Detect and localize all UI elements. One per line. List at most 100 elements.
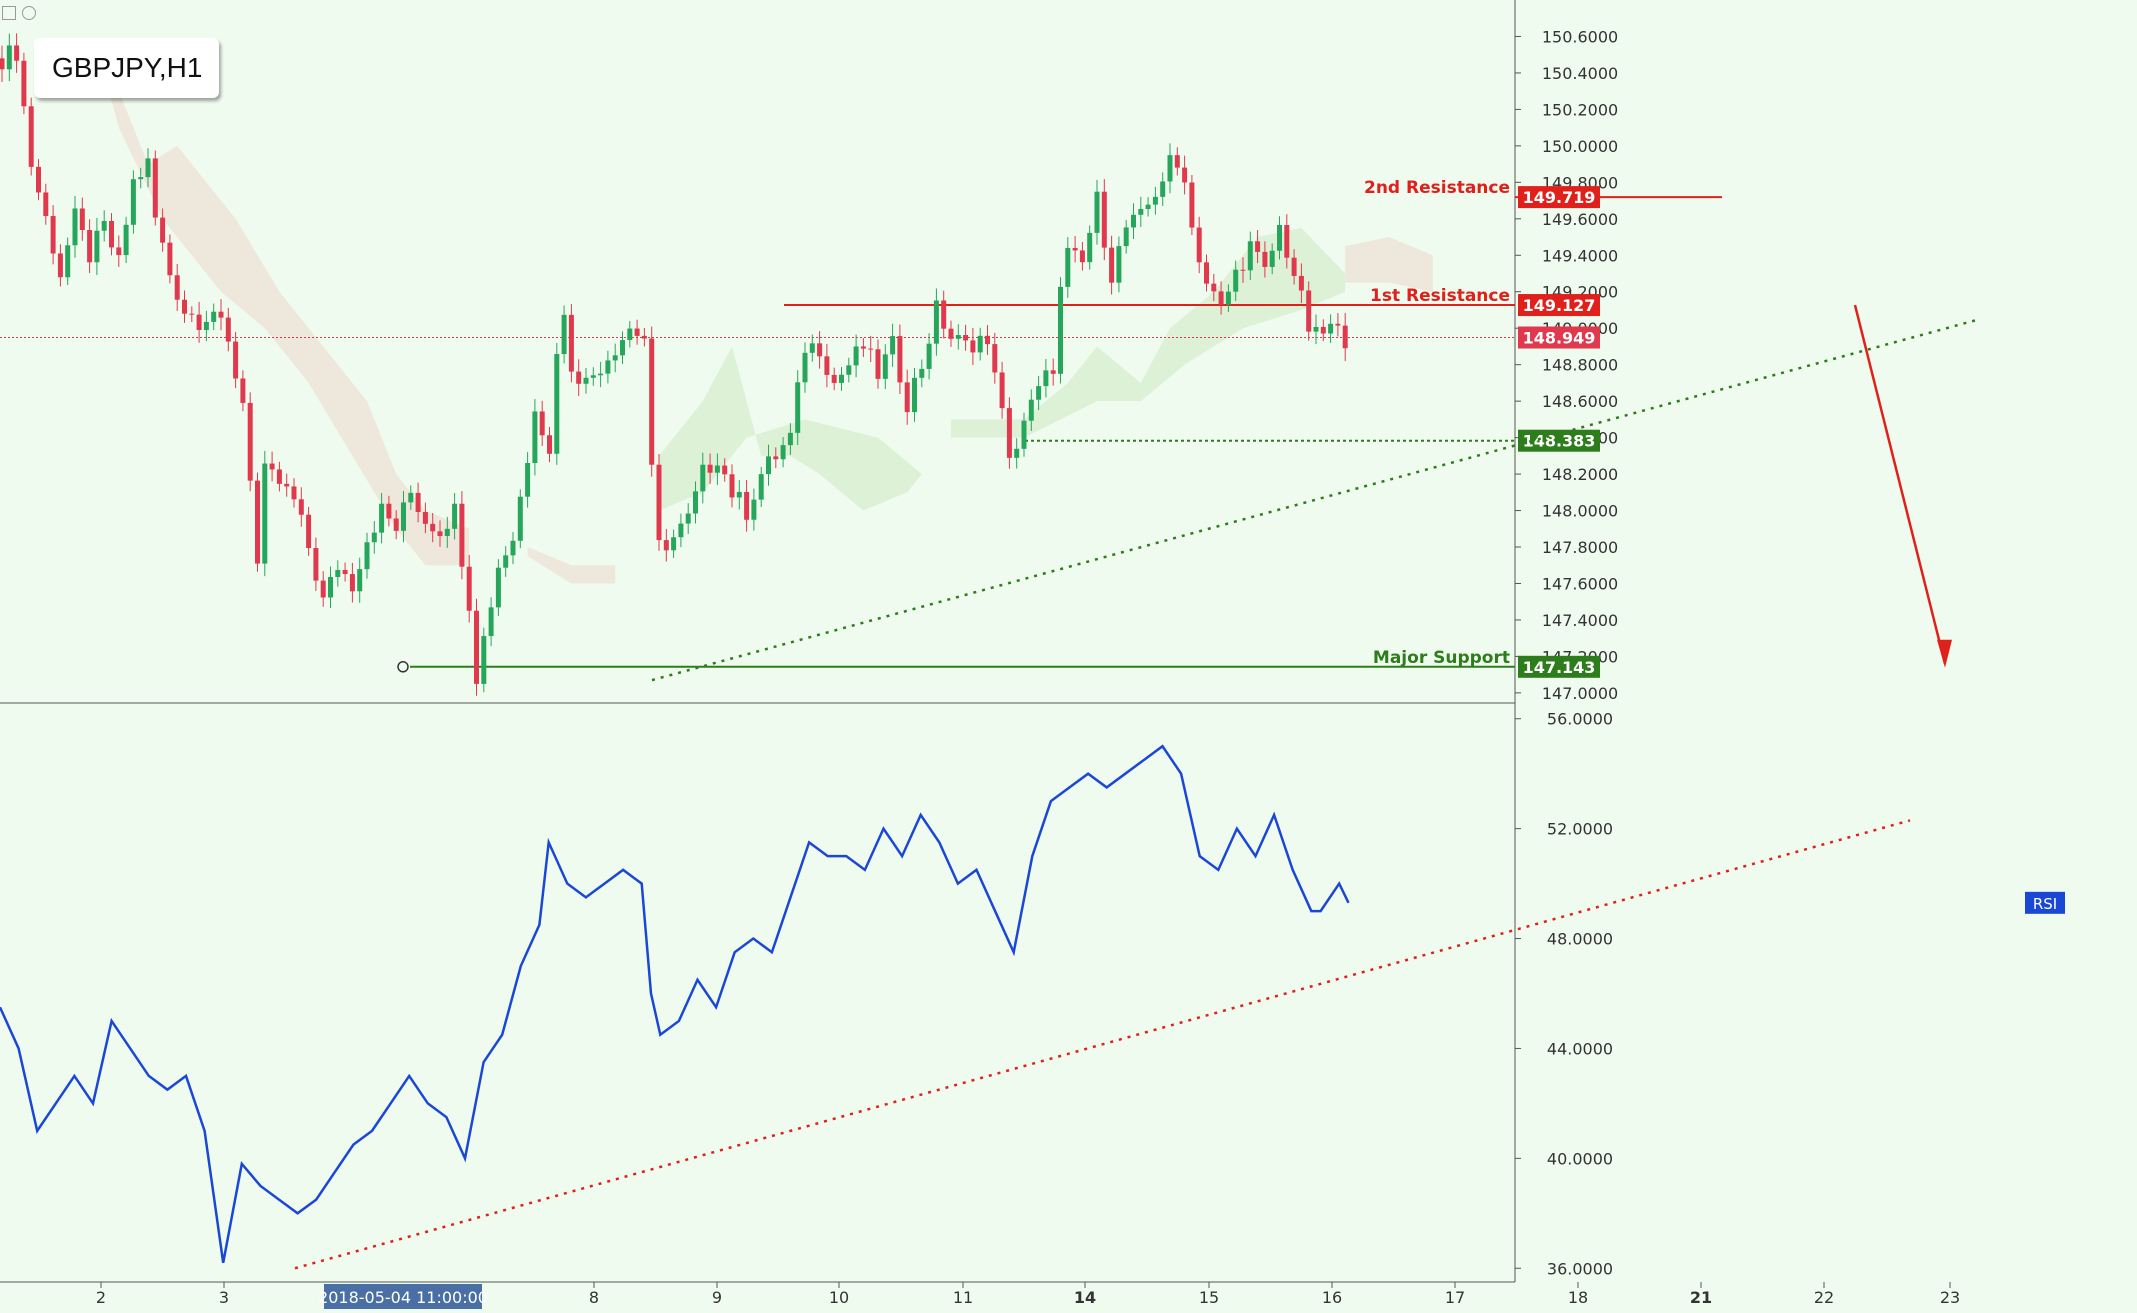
candle-body — [145, 158, 151, 178]
candle — [488, 597, 494, 647]
candle — [138, 167, 144, 189]
candle-body — [1109, 247, 1115, 283]
candle — [576, 359, 582, 397]
candle — [240, 370, 246, 412]
candle — [1123, 219, 1129, 254]
candle — [1174, 147, 1180, 176]
candle — [831, 367, 837, 391]
candle — [860, 338, 866, 357]
candle — [116, 235, 122, 268]
candle — [948, 320, 954, 347]
candle-body — [203, 321, 209, 331]
candle — [349, 562, 355, 603]
candle — [415, 482, 421, 523]
crosshair-time-tag: 2018-05-04 11:00:00 — [318, 1284, 488, 1309]
candle-body — [605, 360, 611, 374]
candle — [284, 473, 290, 497]
candle-body — [999, 372, 1005, 409]
candle-body — [598, 373, 604, 376]
candle-body — [1225, 291, 1231, 305]
candle — [481, 627, 487, 693]
candle — [1101, 179, 1107, 261]
candle-body — [1006, 408, 1012, 458]
candle-body — [1152, 196, 1158, 205]
candle-body — [1058, 286, 1063, 374]
candle-body — [1014, 448, 1020, 458]
crosshair-time-text: 2018-05-04 11:00:00 — [318, 1288, 488, 1307]
candle — [634, 319, 640, 345]
candle-body — [758, 474, 764, 500]
candle — [1116, 236, 1122, 293]
candle — [926, 333, 932, 380]
candle — [452, 493, 458, 540]
candle-body — [977, 335, 983, 353]
candle-body — [1262, 251, 1268, 267]
tag-148949-text: 148.949 — [1523, 329, 1596, 348]
candle — [255, 472, 260, 572]
candle — [707, 453, 713, 484]
candle — [517, 489, 523, 549]
candle — [386, 495, 392, 527]
expand-icon[interactable] — [2, 6, 16, 20]
tag-149127-text: 149.127 — [1523, 296, 1596, 315]
candle — [912, 368, 917, 422]
price-tick-label: 148.2000 — [1542, 465, 1618, 484]
candle — [130, 170, 136, 234]
candle-body — [583, 377, 589, 384]
candle — [649, 326, 655, 477]
candle — [65, 237, 71, 285]
rsi-tick-label: 44.0000 — [1547, 1039, 1613, 1058]
rsi-label: RSI — [2025, 891, 2065, 914]
candle-body — [1123, 227, 1129, 247]
collapse-icon[interactable] — [22, 6, 36, 20]
price-tick-label: 147.0000 — [1542, 684, 1618, 703]
candle-body — [1145, 204, 1151, 209]
candle — [525, 452, 531, 508]
candle-body — [1211, 283, 1217, 292]
candle — [28, 97, 34, 176]
symbol-text: GBPJPY,H1 — [52, 52, 203, 83]
candle-body — [65, 245, 71, 278]
candle — [14, 33, 20, 73]
candle — [211, 303, 217, 331]
candle-body — [466, 566, 472, 611]
candle — [495, 559, 501, 616]
candle — [663, 528, 669, 562]
candle — [379, 493, 385, 544]
tag-147143-bg — [1518, 655, 1600, 678]
candle-body — [474, 610, 479, 684]
candle — [824, 343, 830, 388]
candle — [1211, 273, 1217, 302]
candle — [1255, 230, 1261, 264]
candle — [999, 361, 1005, 419]
rsi-tick-label: 40.0000 — [1547, 1149, 1613, 1168]
cloud-region-4 — [1345, 237, 1433, 292]
candle — [1225, 284, 1231, 312]
candle — [809, 334, 815, 362]
time-tick-label: 10 — [829, 1288, 849, 1307]
candle-body — [123, 224, 129, 256]
candle-body — [371, 532, 377, 543]
candle-body — [795, 382, 801, 433]
candle — [1335, 312, 1341, 337]
candle-body — [722, 465, 728, 475]
candle — [729, 464, 735, 508]
price-tick-label: 148.6000 — [1542, 392, 1618, 411]
candle — [1006, 397, 1012, 469]
candle-body — [685, 513, 691, 524]
candle — [963, 324, 969, 351]
candlestick-series — [0, 33, 1348, 696]
candle — [1204, 254, 1209, 292]
candle — [1072, 235, 1078, 263]
candle — [203, 310, 209, 342]
candle — [72, 196, 78, 258]
candle-body — [160, 217, 166, 243]
candle — [882, 344, 888, 390]
candle — [714, 453, 720, 485]
candle-body — [28, 106, 34, 167]
candle-body — [992, 344, 998, 373]
candle-body — [269, 463, 275, 470]
candle-body — [276, 469, 282, 484]
